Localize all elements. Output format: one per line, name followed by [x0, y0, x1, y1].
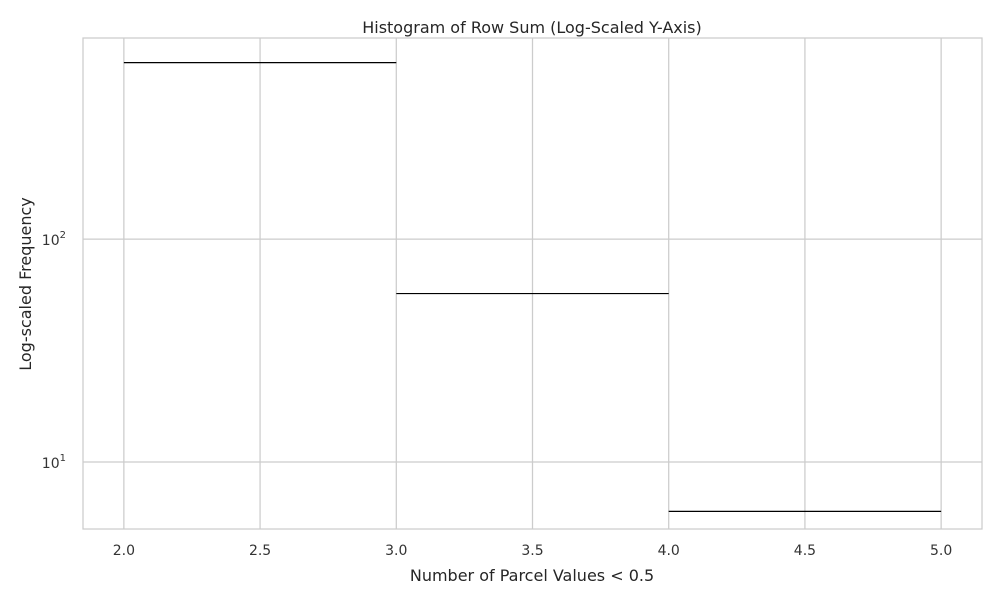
x-axis-label: Number of Parcel Values < 0.5	[410, 566, 654, 585]
x-tick-label: 5.0	[930, 543, 952, 559]
y-tick-labels: 101 102	[42, 230, 66, 472]
y-tick-label: 102	[42, 230, 66, 249]
y-axis-label: Log-scaled Frequency	[16, 197, 35, 370]
x-tick-label: 3.0	[385, 543, 407, 559]
histogram-bars	[123, 62, 942, 512]
x-tick-label: 4.0	[658, 543, 680, 559]
grid-lines	[83, 38, 982, 529]
x-tick-label: 3.5	[521, 543, 543, 559]
x-tick-label: 4.5	[794, 543, 816, 559]
x-tick-label: 2.5	[249, 543, 271, 559]
plot-border	[82, 37, 983, 530]
y-tick-label: 101	[42, 453, 66, 472]
chart-title: Histogram of Row Sum (Log-Scaled Y-Axis)	[362, 18, 702, 37]
x-tick-labels: 2.0 2.5 3.0 3.5 4.0 4.5 5.0	[113, 543, 953, 559]
x-tick-label: 2.0	[113, 543, 135, 559]
